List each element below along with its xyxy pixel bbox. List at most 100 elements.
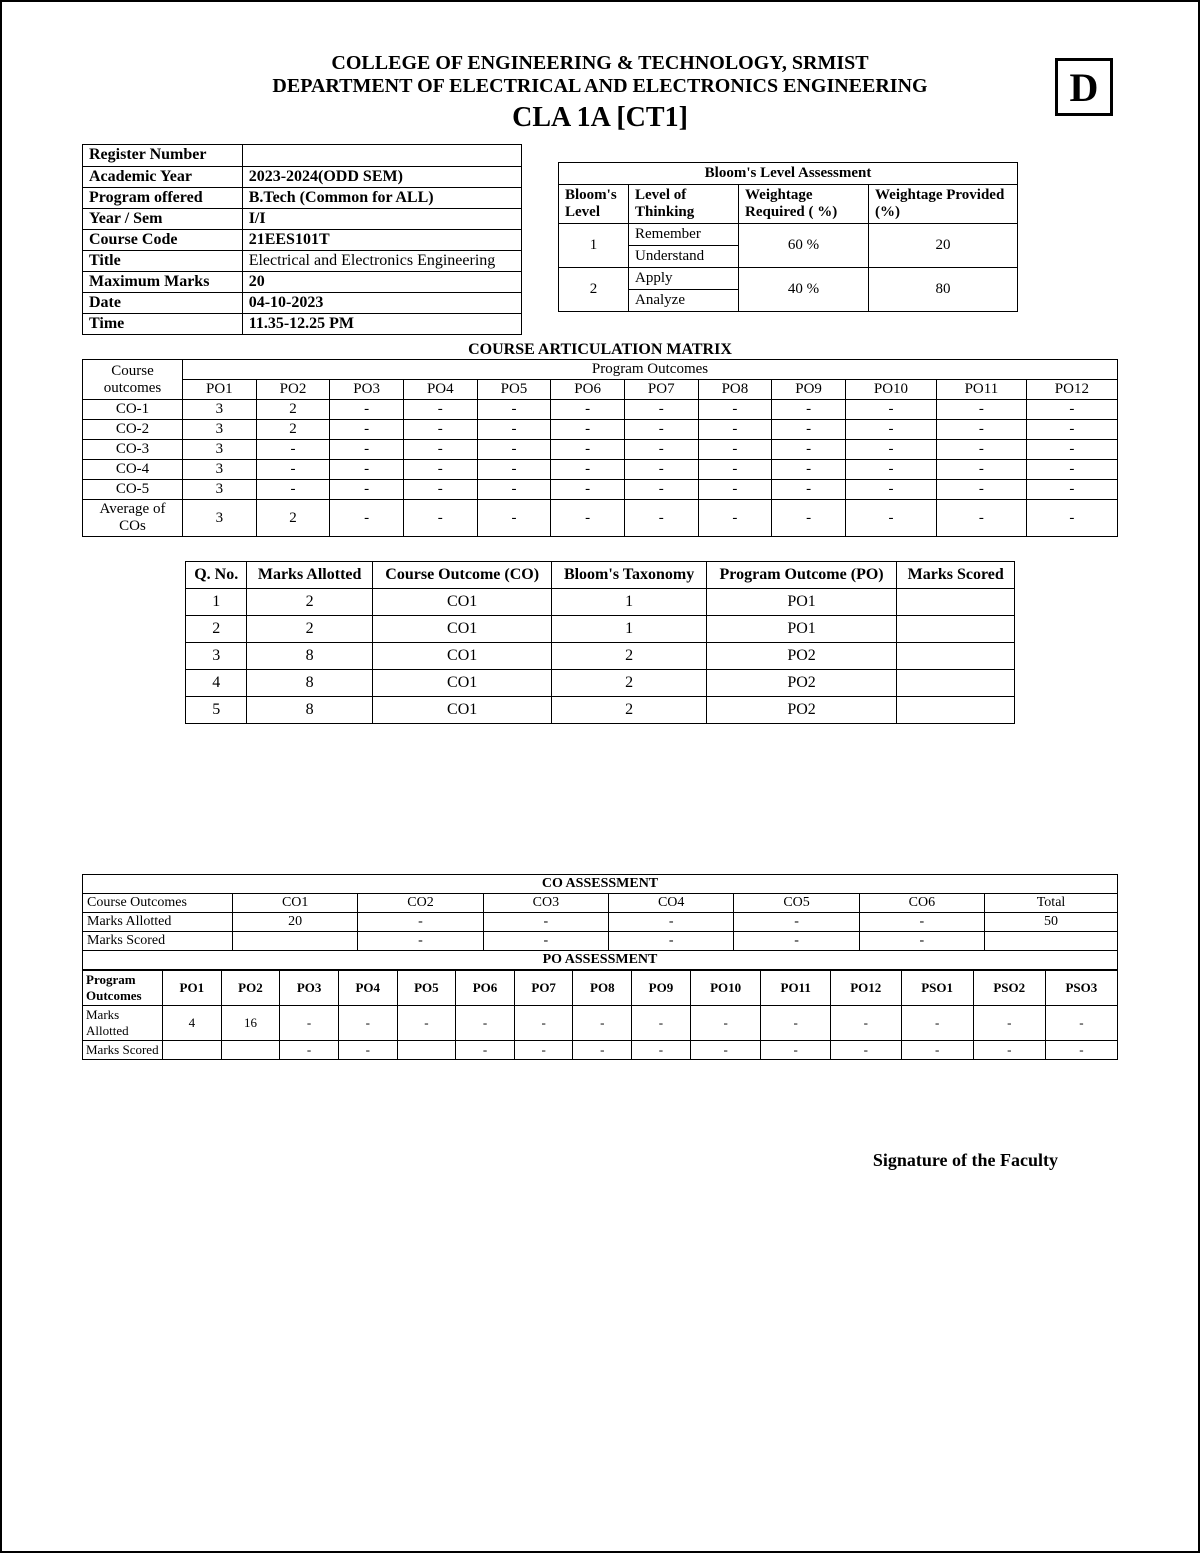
co-assess-scored-cell[interactable]: - (859, 932, 984, 951)
bloom-h-req: Weightage Required ( %) (739, 185, 869, 224)
po-assess-scored-cell[interactable]: - (901, 1041, 973, 1060)
po-assess-scored-cell[interactable]: - (338, 1041, 397, 1060)
q-cell: 1 (552, 589, 706, 616)
q-header: Bloom's Taxonomy (552, 562, 706, 589)
matrix-cell: - (330, 440, 404, 460)
po-assess-scored-cell[interactable]: - (573, 1041, 632, 1060)
co-assess-allotted-cell: 20 (233, 913, 358, 932)
q-marks-scored[interactable] (897, 616, 1015, 643)
q-header: Marks Allotted (247, 562, 373, 589)
matrix-cell: - (698, 460, 772, 480)
matrix-cell: - (551, 500, 625, 537)
matrix-cell: - (845, 440, 936, 460)
bloom-title: Bloom's Level Assessment (559, 163, 1018, 185)
po-assess-scored-cell[interactable]: - (973, 1041, 1045, 1060)
co-assess-scored-cell[interactable]: - (609, 932, 734, 951)
bloom-prov-2: 80 (869, 268, 1018, 312)
matrix-cell: - (772, 420, 846, 440)
po-assess-scored-cell[interactable]: - (280, 1041, 339, 1060)
po-assess-col: PSO2 (973, 971, 1045, 1006)
matrix-cell: - (330, 460, 404, 480)
q-marks-scored[interactable] (897, 643, 1015, 670)
po-assess-col: PSO1 (901, 971, 973, 1006)
po-assess-col: PO7 (514, 971, 573, 1006)
co-assess-title: CO ASSESSMENT (83, 875, 1118, 894)
matrix-cell: - (624, 500, 698, 537)
q-header: Q. No. (186, 562, 247, 589)
co-assess-scored-cell[interactable] (233, 932, 358, 951)
matrix-cell: - (1026, 440, 1117, 460)
top-row: Register Number Academic Year 2023-2024(… (82, 144, 1118, 335)
matrix-cell: - (698, 500, 772, 537)
po-assess-scored-cell[interactable] (221, 1041, 280, 1060)
matrix-po-col: PO3 (330, 380, 404, 400)
co-assess-scored-cell[interactable]: - (483, 932, 608, 951)
matrix-cell: - (845, 400, 936, 420)
matrix-cell: - (1026, 500, 1117, 537)
matrix-cell: - (551, 460, 625, 480)
bloom-level-1: 1 (559, 224, 629, 268)
matrix-cell: 3 (183, 480, 257, 500)
po-assess-allotted-cell: - (901, 1006, 973, 1041)
po-assess-scored-cell[interactable]: - (1045, 1041, 1117, 1060)
po-assess-col: PO3 (280, 971, 339, 1006)
co-assess-col: CO6 (859, 894, 984, 913)
co-assess-label: Marks Allotted (83, 913, 233, 932)
matrix-cell: - (403, 420, 477, 440)
po-assess-scored-cell[interactable] (163, 1041, 222, 1060)
matrix-cell: - (403, 400, 477, 420)
po-assess-col: PO2 (221, 971, 280, 1006)
matrix-cell: - (937, 480, 1027, 500)
header-line-3: CLA 1A [CT1] (82, 102, 1118, 134)
matrix-cell: - (256, 460, 330, 480)
value-date: 04-10-2023 (242, 293, 521, 314)
po-assess-scored-cell[interactable]: - (632, 1041, 691, 1060)
po-assess-col: PO6 (456, 971, 515, 1006)
bloom-h-thinking: Level of Thinking (629, 185, 739, 224)
po-assess-scored-cell[interactable] (397, 1041, 456, 1060)
matrix-cell: - (624, 460, 698, 480)
matrix-cell: - (937, 460, 1027, 480)
matrix-co-header: Course outcomes (83, 360, 183, 400)
matrix-cell: - (772, 400, 846, 420)
header-line-2: DEPARTMENT OF ELECTRICAL AND ELECTRONICS… (82, 75, 1118, 98)
matrix-cell: 3 (183, 420, 257, 440)
q-cell: 2 (552, 670, 706, 697)
po-assess-allotted-cell: - (397, 1006, 456, 1041)
bloom-think-understand: Understand (629, 246, 739, 268)
corner-letter: D (1070, 64, 1099, 111)
q-cell: 4 (186, 670, 247, 697)
header-line-1: COLLEGE OF ENGINEERING & TECHNOLOGY, SRM… (82, 52, 1118, 75)
po-assess-label: Marks Allotted (83, 1006, 163, 1041)
matrix-co-label: Average of COs (83, 500, 183, 537)
bloom-h-level: Bloom's Level (559, 185, 629, 224)
co-assess-scored-cell[interactable]: - (734, 932, 859, 951)
co-assess-allotted-cell: - (734, 913, 859, 932)
matrix-cell: - (698, 480, 772, 500)
q-marks-scored[interactable] (897, 697, 1015, 724)
co-assess-scored-cell[interactable]: - (358, 932, 483, 951)
matrix-title: COURSE ARTICULATION MATRIX (82, 341, 1118, 359)
register-number-label: Register Number (83, 145, 243, 167)
bloom-think-apply: Apply (629, 268, 739, 290)
matrix-po-col: PO9 (772, 380, 846, 400)
po-assess-scored-cell[interactable]: - (830, 1041, 901, 1060)
po-assess-scored-cell[interactable]: - (690, 1041, 761, 1060)
matrix-cell: 3 (183, 460, 257, 480)
register-number-value[interactable] (242, 145, 521, 167)
po-assess-label: Program Outcomes (83, 971, 163, 1006)
matrix-cell: - (551, 420, 625, 440)
matrix-cell: - (845, 500, 936, 537)
matrix-cell: - (772, 480, 846, 500)
po-assess-scored-cell[interactable]: - (514, 1041, 573, 1060)
po-assess-scored-cell[interactable]: - (761, 1041, 830, 1060)
po-assess-scored-cell[interactable]: - (456, 1041, 515, 1060)
co-assess-scored-cell[interactable] (985, 932, 1118, 951)
matrix-cell: - (624, 480, 698, 500)
matrix-cell: - (937, 500, 1027, 537)
q-cell: 5 (186, 697, 247, 724)
q-marks-scored[interactable] (897, 670, 1015, 697)
q-marks-scored[interactable] (897, 589, 1015, 616)
po-assess-allotted-cell: - (973, 1006, 1045, 1041)
q-cell: 2 (247, 616, 373, 643)
